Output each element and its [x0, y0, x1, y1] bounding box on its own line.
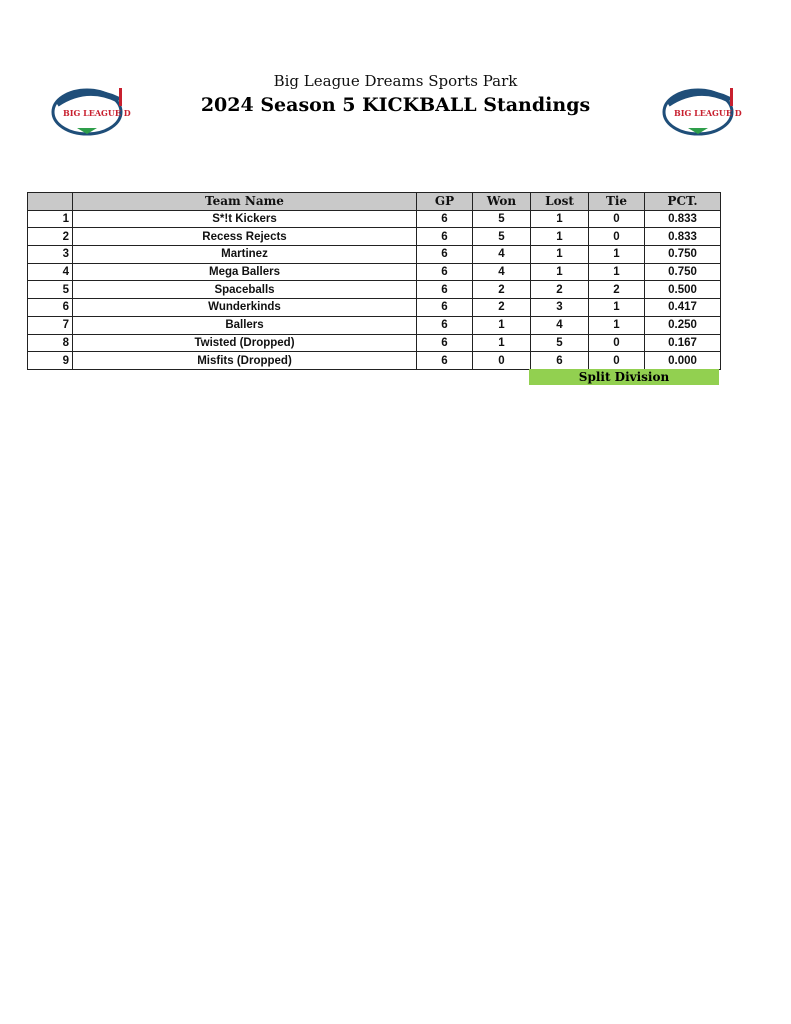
cell-lost: 2 [530, 280, 589, 300]
column-header-rank [27, 192, 73, 211]
cell-team: Ballers [72, 315, 417, 335]
cell-rank: 1 [27, 209, 73, 229]
cell-tie: 0 [588, 209, 645, 229]
cell-tie: 1 [588, 315, 645, 335]
cell-lost: 4 [530, 315, 589, 335]
big-league-dreams-logo: BIG LEAGUE DREAMS [662, 88, 742, 136]
cell-lost: 1 [530, 227, 589, 247]
cell-gp: 6 [416, 280, 473, 300]
column-header-won: Won [472, 192, 531, 211]
table-row: 6 Wunderkinds 6 2 3 1 0.417 [27, 298, 721, 317]
cell-gp: 6 [416, 298, 473, 317]
cell-lost: 3 [530, 298, 589, 317]
column-header-lost: Lost [530, 192, 589, 211]
big-league-dreams-logo: BIG LEAGUE DREAMS [51, 88, 131, 136]
cell-team: Mega Ballers [72, 262, 417, 282]
cell-won: 1 [472, 333, 531, 353]
cell-pct: 0.750 [644, 262, 721, 282]
cell-gp: 6 [416, 262, 473, 282]
cell-tie: 1 [588, 262, 645, 282]
cell-pct: 0.500 [644, 280, 721, 300]
cell-lost: 1 [530, 209, 589, 229]
cell-rank: 7 [27, 315, 73, 335]
cell-team: Misfits (Dropped) [72, 351, 417, 370]
cell-won: 5 [472, 209, 531, 229]
page-title: 2024 Season 5 KICKBALL Standings [200, 94, 591, 116]
cell-rank: 2 [27, 227, 73, 247]
cell-won: 1 [472, 315, 531, 335]
table-row: 3 Martinez 6 4 1 1 0.750 [27, 245, 721, 264]
cell-team: Martinez [72, 245, 417, 264]
table-row: 1 S*!t Kickers 6 5 1 0 0.833 [27, 209, 721, 229]
cell-tie: 2 [588, 280, 645, 300]
table-header-row: Team Name GP Won Lost Tie PCT. [27, 192, 721, 211]
cell-lost: 5 [530, 333, 589, 353]
cell-team: Spaceballs [72, 280, 417, 300]
park-name: Big League Dreams Sports Park [273, 72, 518, 90]
cell-pct: 0.417 [644, 298, 721, 317]
cell-lost: 1 [530, 245, 589, 264]
cell-team: Recess Rejects [72, 227, 417, 247]
cell-rank: 5 [27, 280, 73, 300]
cell-lost: 1 [530, 262, 589, 282]
cell-won: 2 [472, 280, 531, 300]
cell-rank: 6 [27, 298, 73, 317]
column-header-team: Team Name [72, 192, 417, 211]
cell-rank: 4 [27, 262, 73, 282]
cell-won: 4 [472, 245, 531, 264]
cell-pct: 0.167 [644, 333, 721, 353]
cell-tie: 0 [588, 333, 645, 353]
cell-rank: 3 [27, 245, 73, 264]
svg-text:BIG LEAGUE DREAMS: BIG LEAGUE DREAMS [674, 108, 742, 118]
column-header-gp: GP [416, 192, 473, 211]
cell-won: 5 [472, 227, 531, 247]
cell-gp: 6 [416, 351, 473, 370]
cell-pct: 0.833 [644, 227, 721, 247]
cell-pct: 0.750 [644, 245, 721, 264]
cell-pct: 0.000 [644, 351, 721, 370]
cell-gp: 6 [416, 245, 473, 264]
cell-team: Wunderkinds [72, 298, 417, 317]
cell-won: 2 [472, 298, 531, 317]
table-row: 2 Recess Rejects 6 5 1 0 0.833 [27, 227, 721, 247]
cell-lost: 6 [530, 351, 589, 370]
cell-gp: 6 [416, 209, 473, 229]
cell-tie: 1 [588, 245, 645, 264]
table-row: 8 Twisted (Dropped) 6 1 5 0 0.167 [27, 333, 721, 353]
cell-gp: 6 [416, 315, 473, 335]
cell-pct: 0.250 [644, 315, 721, 335]
table-row: 5 Spaceballs 6 2 2 2 0.500 [27, 280, 721, 300]
table-row: 9 Misfits (Dropped) 6 0 6 0 0.000 [27, 351, 721, 370]
cell-team: S*!t Kickers [72, 209, 417, 229]
table-row: 7 Ballers 6 1 4 1 0.250 [27, 315, 721, 335]
split-division-label: Split Division [529, 369, 719, 385]
cell-rank: 9 [27, 351, 73, 370]
svg-text:BIG LEAGUE DREAMS: BIG LEAGUE DREAMS [63, 108, 131, 118]
cell-gp: 6 [416, 333, 473, 353]
cell-tie: 0 [588, 227, 645, 247]
column-header-tie: Tie [588, 192, 645, 211]
cell-gp: 6 [416, 227, 473, 247]
cell-pct: 0.833 [644, 209, 721, 229]
cell-rank: 8 [27, 333, 73, 353]
cell-won: 0 [472, 351, 531, 370]
cell-team: Twisted (Dropped) [72, 333, 417, 353]
standings-table: Team Name GP Won Lost Tie PCT. 1 S*!t Kic… [27, 192, 721, 370]
cell-tie: 1 [588, 298, 645, 317]
cell-won: 4 [472, 262, 531, 282]
table-row: 4 Mega Ballers 6 4 1 1 0.750 [27, 262, 721, 282]
cell-tie: 0 [588, 351, 645, 370]
column-header-pct: PCT. [644, 192, 721, 211]
